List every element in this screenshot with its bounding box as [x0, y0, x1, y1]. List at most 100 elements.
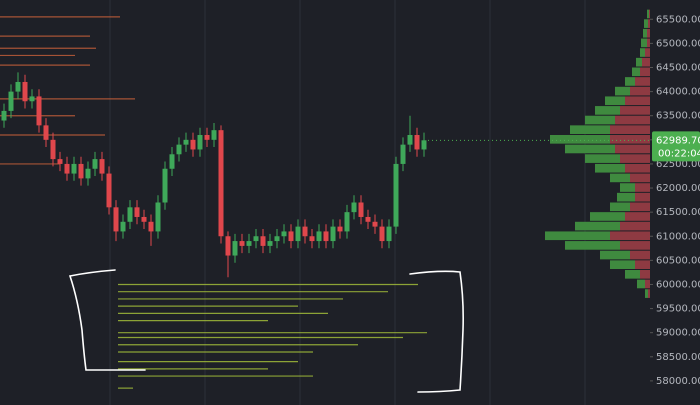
candle-body — [365, 216, 371, 222]
y-tick-label: 65000.00 — [656, 38, 700, 49]
candle-body — [372, 221, 378, 227]
candle-body — [71, 163, 77, 174]
profile-buy — [625, 77, 635, 86]
candle-body — [22, 81, 28, 102]
candle-body — [50, 139, 56, 160]
profile-sell — [610, 135, 650, 144]
profile-buy — [550, 135, 610, 144]
y-tick-label: 62000.00 — [656, 183, 700, 194]
profile-sell — [647, 28, 650, 38]
profile-sell — [635, 192, 650, 202]
candle-body — [288, 231, 294, 242]
profile-sell — [635, 77, 650, 86]
profile-buy — [600, 250, 630, 260]
price-badge — [652, 131, 700, 162]
profile-sell — [649, 9, 650, 19]
profile-buy — [595, 106, 620, 115]
bracket-left — [68, 269, 146, 371]
candle-body — [239, 241, 245, 246]
profile-buy — [615, 86, 630, 96]
candle-body — [169, 154, 175, 169]
candle-body — [43, 125, 49, 140]
profile-buy — [620, 183, 635, 192]
profile-sell — [620, 221, 650, 231]
candle-body — [400, 144, 406, 164]
profile-buy — [545, 231, 610, 241]
candle-body — [134, 207, 140, 217]
candle-body — [281, 231, 287, 237]
candle-body — [295, 226, 301, 242]
candle-body — [274, 236, 280, 242]
profile-sell — [610, 125, 650, 134]
y-tick-label: 58500.00 — [656, 352, 700, 363]
profile-buy — [636, 57, 642, 67]
annotation — [68, 269, 464, 393]
candle-body — [176, 144, 182, 155]
candle-body — [302, 226, 308, 237]
profile-buy — [595, 163, 625, 173]
y-tick-label: 60000.00 — [656, 279, 700, 290]
candle-body — [8, 91, 14, 111]
candle-body — [197, 135, 203, 150]
candle-body — [120, 221, 126, 232]
candle-body — [323, 231, 329, 242]
profile-buy — [605, 96, 625, 106]
profile-buy — [610, 173, 630, 183]
candle-body — [148, 221, 154, 232]
y-tick-label: 58000.00 — [656, 376, 700, 387]
candle-body — [267, 241, 273, 246]
y-tick-label: 60500.00 — [656, 255, 700, 266]
candle-body — [260, 236, 266, 246]
candle-body — [393, 163, 399, 227]
plot — [0, 9, 650, 389]
profile-sell — [615, 115, 650, 125]
y-tick-label: 64000.00 — [656, 87, 700, 98]
candle-body — [246, 241, 252, 246]
y-tick-label: 59000.00 — [656, 328, 700, 339]
last-price-label: 62989.70 — [656, 135, 700, 146]
grid — [109, 0, 586, 405]
candle-body — [190, 139, 196, 150]
profile-sell — [647, 38, 650, 48]
profile-sell — [645, 48, 650, 57]
candle-body — [407, 135, 413, 145]
candle-body — [386, 226, 392, 242]
profile-sell — [610, 231, 650, 241]
y-tick-label: 63500.00 — [656, 111, 700, 122]
profile-buy — [565, 241, 620, 250]
candle-body — [218, 130, 224, 237]
y-tick-label: 61500.00 — [656, 207, 700, 218]
candle-body — [309, 236, 315, 242]
profile-sell — [635, 183, 650, 192]
candle-body — [155, 202, 161, 232]
y-tick-label: 59500.00 — [656, 304, 700, 315]
profile-buy — [570, 125, 610, 134]
profile-sell — [635, 260, 650, 269]
profile-sell — [630, 173, 650, 183]
candle-body — [92, 159, 98, 169]
candle-body — [78, 163, 84, 179]
profile-buy — [643, 28, 647, 38]
candle-body — [113, 207, 119, 232]
candle-body — [211, 130, 217, 140]
candle-body — [358, 202, 364, 217]
profile-sell — [630, 250, 650, 260]
profile-sell — [620, 106, 650, 115]
profile-buy — [575, 221, 620, 231]
profile-buy — [610, 202, 630, 212]
candle-body — [316, 231, 322, 242]
bracket-right — [409, 270, 464, 393]
y-tick-label: 62500.00 — [656, 159, 700, 170]
candle-body — [351, 202, 357, 213]
y-tick-label: 61000.00 — [656, 231, 700, 242]
profile-buy — [637, 279, 645, 289]
profile-sell — [620, 154, 650, 163]
profile-buy — [617, 192, 635, 202]
candle-body — [337, 226, 343, 232]
candle-body — [29, 96, 35, 102]
price-axis: 58000.00 58500.00 59000.00 59500.00 60000.00… — [650, 14, 700, 387]
profile-sell — [625, 163, 650, 173]
y-tick-label: 64500.00 — [656, 63, 700, 74]
profile-sell — [630, 86, 650, 96]
